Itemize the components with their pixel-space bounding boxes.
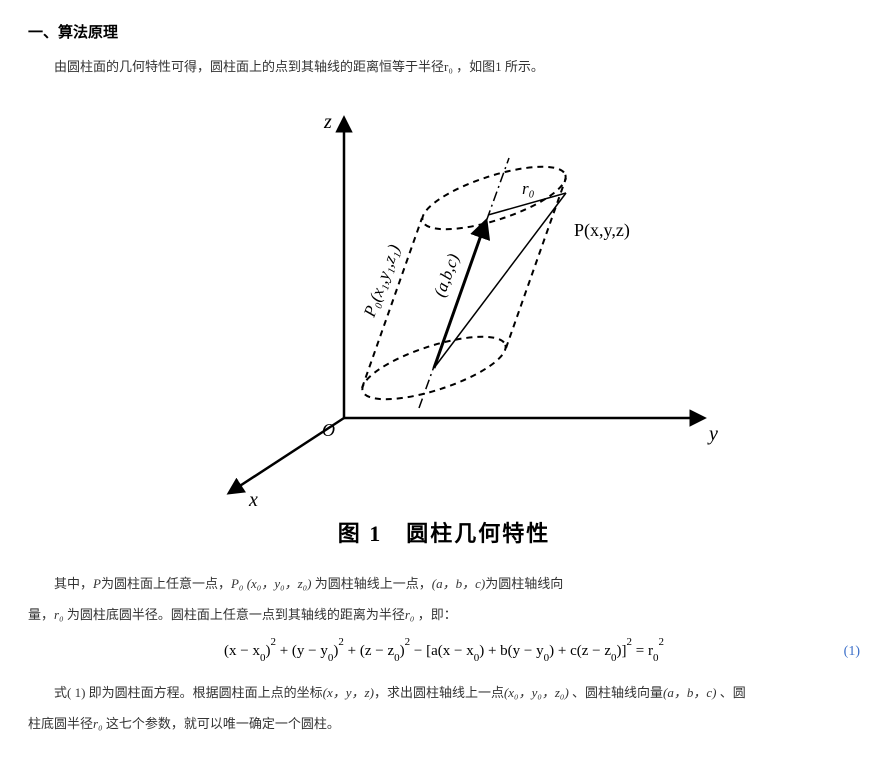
text: ，求出圆柱轴线上一点 — [374, 685, 504, 700]
figure-caption: 图 1 圆柱几何特性 — [28, 514, 860, 554]
text: 、圆柱轴线向量 — [569, 685, 663, 700]
text: ，即： — [414, 607, 456, 622]
body-paragraph-1: 其中，P为圆柱面上任意一点，P₀ (x₀，y₀，z₀) 为圆柱轴线上一点，(a，… — [28, 572, 860, 595]
origin-label: O — [322, 420, 335, 440]
var-abc: (a，b，c) — [663, 685, 716, 700]
var-r0: r₀ — [54, 607, 64, 622]
text: 其中， — [54, 576, 93, 591]
text: 为圆柱底圆半径。圆柱面上任意一点到其轴线的距离为半径 — [64, 607, 405, 622]
point-p0-label: P₀(x₁,y₁,z₁) — [360, 242, 404, 321]
text: 这七个参数，就可以唯一确定一个圆柱。 — [103, 716, 340, 731]
cylinder-diagram: z y x O (a,b,c) r₀ P(x,y,z) P₀(x₁,y₁ — [134, 88, 754, 508]
text: 式( 1) 即为圆柱面方程。根据圆柱面上点的坐标 — [54, 685, 323, 700]
text: 柱底圆半径 — [28, 716, 93, 731]
section-title: 一、算法原理 — [28, 20, 860, 47]
point-p-label: P(x,y,z) — [574, 220, 630, 241]
figure-container: z y x O (a,b,c) r₀ P(x,y,z) P₀(x₁,y₁ — [28, 88, 860, 508]
conclusion-paragraph-b: 柱底圆半径r₀ 这七个参数，就可以唯一确定一个圆柱。 — [28, 712, 860, 735]
y-axis-label: y — [707, 423, 718, 445]
r0-label: r₀ — [522, 179, 535, 198]
text: 为圆柱轴线向 — [485, 576, 563, 591]
equation-number: (1) — [844, 639, 860, 664]
text: 为圆柱轴线上一点， — [312, 576, 432, 591]
var-p0: P₀ (x₀，y₀，z₀) — [231, 576, 312, 591]
text: 量， — [28, 607, 54, 622]
intro-paragraph: 由圆柱面的几何特性可得，圆柱面上的点到其轴线的距离恒等于半径r₀ ，如图1 所示… — [28, 55, 860, 78]
text: 为圆柱面上任意一点， — [101, 576, 231, 591]
var-r0: r₀ — [93, 716, 103, 731]
var-abc: (a，b，c) — [432, 576, 485, 591]
conclusion-paragraph: 式( 1) 即为圆柱面方程。根据圆柱面上点的坐标(x，y，z)，求出圆柱轴线上一… — [28, 681, 860, 704]
var-p: P — [93, 576, 101, 591]
z-axis-label: z — [323, 111, 332, 133]
var-xyz: (x，y，z) — [323, 685, 374, 700]
var-x0y0z0: (x₀，y₀，z₀) — [504, 685, 569, 700]
x-axis-label: x — [248, 489, 258, 508]
axis-vector-label: (a,b,c) — [430, 251, 463, 300]
text: 、圆 — [716, 685, 745, 700]
body-paragraph-1b: 量，r₀ 为圆柱底圆半径。圆柱面上任意一点到其轴线的距离为半径r₀ ，即： — [28, 603, 860, 626]
equation-1: (x − x0)2 + (y − y0)2 + (z − z0)2 − [a(x… — [224, 637, 664, 667]
equation-row: (x − x0)2 + (y − y0)2 + (z − z0)2 − [a(x… — [28, 637, 860, 667]
